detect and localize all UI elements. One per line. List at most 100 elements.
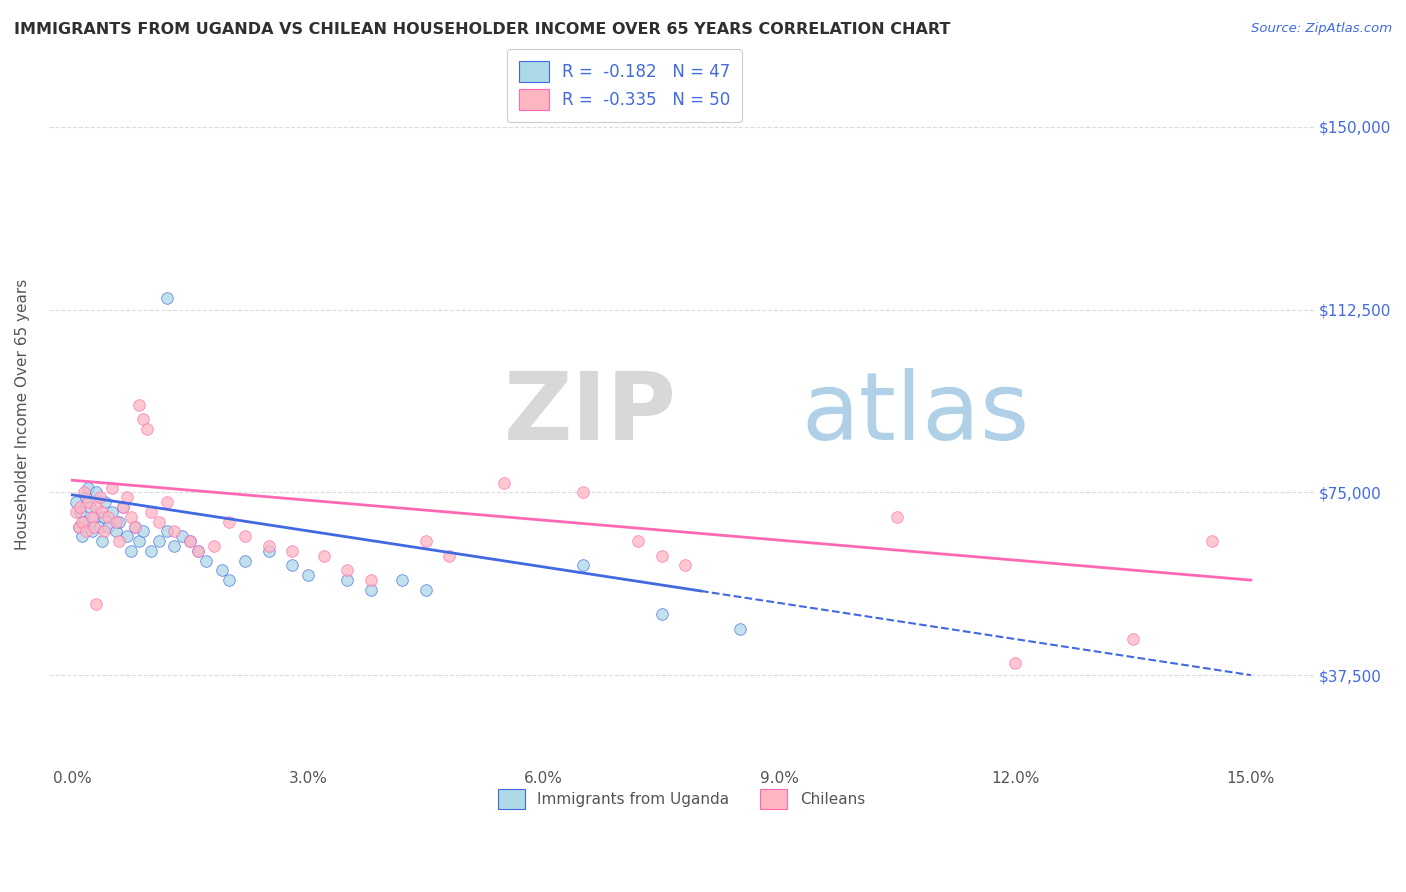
Point bbox=[79, 500, 101, 514]
Point bbox=[148, 515, 170, 529]
Point bbox=[91, 534, 114, 549]
Point bbox=[627, 534, 650, 549]
Text: atlas: atlas bbox=[801, 368, 1029, 460]
Text: Source: ZipAtlas.com: Source: ZipAtlas.com bbox=[1251, 22, 1392, 36]
Point bbox=[120, 544, 142, 558]
Point bbox=[132, 412, 155, 426]
Point bbox=[73, 485, 96, 500]
Point bbox=[104, 524, 127, 539]
Point bbox=[132, 524, 155, 539]
Point bbox=[297, 568, 319, 582]
Point bbox=[1201, 534, 1223, 549]
Point bbox=[194, 553, 217, 567]
Point bbox=[163, 524, 186, 539]
Point bbox=[100, 505, 122, 519]
Point bbox=[257, 544, 280, 558]
Point bbox=[104, 515, 127, 529]
Point bbox=[187, 544, 209, 558]
Point bbox=[336, 563, 359, 577]
Point bbox=[65, 495, 87, 509]
Point bbox=[80, 524, 103, 539]
Point bbox=[89, 490, 111, 504]
Point bbox=[84, 500, 107, 514]
Point bbox=[572, 485, 595, 500]
Point bbox=[108, 515, 131, 529]
Point bbox=[124, 519, 146, 533]
Point bbox=[886, 509, 908, 524]
Point bbox=[97, 519, 120, 533]
Point bbox=[83, 519, 105, 533]
Point bbox=[233, 553, 256, 567]
Point bbox=[120, 509, 142, 524]
Point bbox=[80, 509, 103, 524]
Point bbox=[117, 490, 139, 504]
Point bbox=[67, 519, 90, 533]
Point bbox=[73, 515, 96, 529]
Point bbox=[360, 582, 382, 597]
Point bbox=[75, 524, 97, 539]
Point bbox=[94, 495, 117, 509]
Point bbox=[179, 534, 201, 549]
Point bbox=[494, 475, 516, 490]
Point bbox=[312, 549, 335, 563]
Point bbox=[172, 529, 194, 543]
Point bbox=[93, 524, 115, 539]
Point bbox=[128, 398, 150, 412]
Point bbox=[97, 509, 120, 524]
Point bbox=[415, 582, 437, 597]
Point bbox=[415, 534, 437, 549]
Legend: Immigrants from Uganda, Chileans: Immigrants from Uganda, Chileans bbox=[492, 783, 872, 815]
Point bbox=[148, 534, 170, 549]
Point bbox=[67, 519, 90, 533]
Point bbox=[439, 549, 461, 563]
Text: IMMIGRANTS FROM UGANDA VS CHILEAN HOUSEHOLDER INCOME OVER 65 YEARS CORRELATION C: IMMIGRANTS FROM UGANDA VS CHILEAN HOUSEH… bbox=[14, 22, 950, 37]
Point bbox=[65, 505, 87, 519]
Point bbox=[69, 505, 91, 519]
Point bbox=[136, 422, 159, 436]
Point bbox=[728, 622, 751, 636]
Point bbox=[70, 515, 93, 529]
Point bbox=[77, 481, 100, 495]
Point bbox=[673, 558, 696, 573]
Point bbox=[139, 505, 162, 519]
Point bbox=[91, 505, 114, 519]
Point bbox=[139, 544, 162, 558]
Point bbox=[281, 544, 304, 558]
Text: ZIP: ZIP bbox=[505, 368, 678, 460]
Point bbox=[281, 558, 304, 573]
Point bbox=[84, 598, 107, 612]
Point bbox=[83, 509, 105, 524]
Point bbox=[187, 544, 209, 558]
Point bbox=[155, 291, 177, 305]
Point bbox=[651, 607, 673, 622]
Point bbox=[218, 515, 240, 529]
Point bbox=[202, 539, 225, 553]
Point bbox=[100, 481, 122, 495]
Point bbox=[128, 534, 150, 549]
Point bbox=[70, 529, 93, 543]
Point bbox=[117, 529, 139, 543]
Point bbox=[155, 524, 177, 539]
Y-axis label: Householder Income Over 65 years: Householder Income Over 65 years bbox=[15, 279, 30, 550]
Point bbox=[360, 573, 382, 587]
Point bbox=[69, 500, 91, 514]
Point bbox=[155, 495, 177, 509]
Point bbox=[211, 563, 233, 577]
Point bbox=[218, 573, 240, 587]
Point bbox=[336, 573, 359, 587]
Point bbox=[84, 485, 107, 500]
Point bbox=[1122, 632, 1144, 646]
Point bbox=[257, 539, 280, 553]
Point bbox=[1004, 656, 1026, 670]
Point bbox=[233, 529, 256, 543]
Point bbox=[163, 539, 186, 553]
Point bbox=[112, 500, 135, 514]
Point bbox=[89, 519, 111, 533]
Point bbox=[77, 495, 100, 509]
Point bbox=[124, 519, 146, 533]
Point bbox=[651, 549, 673, 563]
Point bbox=[112, 500, 135, 514]
Point bbox=[179, 534, 201, 549]
Point bbox=[572, 558, 595, 573]
Point bbox=[75, 490, 97, 504]
